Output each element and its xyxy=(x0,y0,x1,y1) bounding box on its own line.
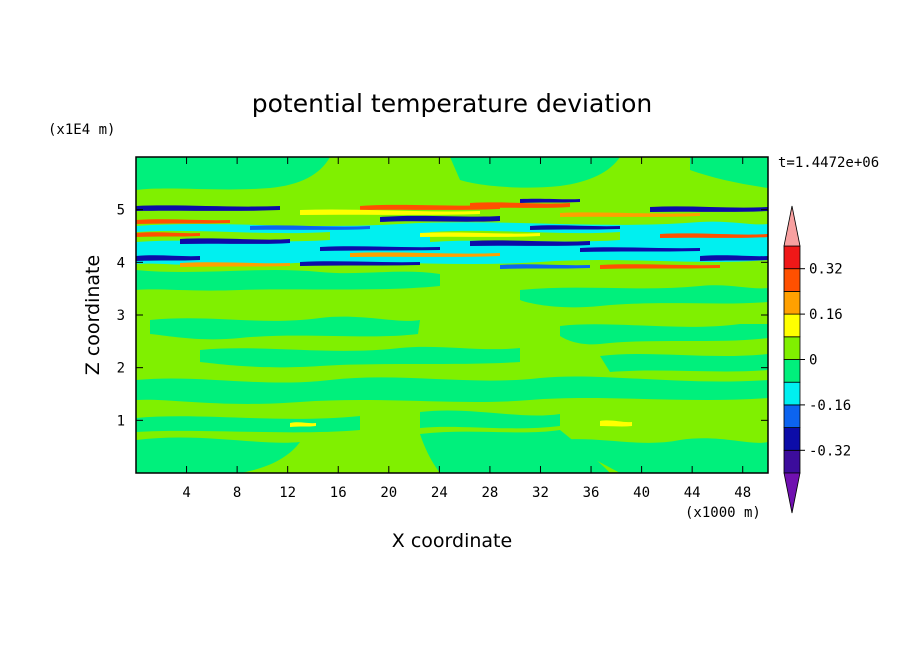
x-tick-label: 40 xyxy=(633,485,650,501)
y-tick-label: 3 xyxy=(117,308,125,324)
y-tick-label: 5 xyxy=(117,203,125,219)
x-axis-label: X coordinate xyxy=(392,530,512,552)
x-tick-label: 32 xyxy=(532,485,549,501)
colorbar-segment xyxy=(783,449,801,474)
colorbar-segment xyxy=(783,381,801,406)
colorbar-tick-label: 0 xyxy=(809,353,817,369)
colorbar-segment xyxy=(783,427,801,451)
colorbar-tick-label: -0.32 xyxy=(809,443,851,459)
y-axis: 1 2 3 4 5 xyxy=(117,203,768,429)
x-tick-label: 20 xyxy=(380,485,397,501)
x-tick-label: 48 xyxy=(734,485,751,501)
x-tick-label: 24 xyxy=(431,485,448,501)
time-label: t=1.4472e+06 xyxy=(778,155,879,171)
colorbar-segment xyxy=(783,313,801,338)
x-tick-label: 16 xyxy=(330,485,347,501)
x-tick-label: 28 xyxy=(481,485,498,501)
colorbar-tick-label: 0.16 xyxy=(809,307,843,323)
y-unit-label: (x1E4 m) xyxy=(48,122,115,138)
colorbar-segment xyxy=(783,268,801,292)
x-unit-label: (x1000 m) xyxy=(685,505,761,521)
x-axis: 4 8 12 16 20 24 28 32 36 40 44 48 xyxy=(182,157,751,501)
colorbar-extend-min xyxy=(783,472,801,514)
colorbar-segment xyxy=(783,336,801,360)
colorbar-segment xyxy=(783,404,801,428)
colorbar-extend-max xyxy=(783,205,801,247)
colorbar-tick-label: 0.32 xyxy=(809,262,843,278)
contour-field xyxy=(136,157,768,473)
colorbar-segment xyxy=(783,290,801,315)
colorbar: 0.32 0.16 0 -0.16 -0.32 xyxy=(783,205,851,514)
y-tick-label: 4 xyxy=(117,255,125,271)
x-tick-label: 12 xyxy=(279,485,296,501)
x-tick-label: 36 xyxy=(583,485,600,501)
y-tick-label: 2 xyxy=(117,361,125,377)
colorbar-segment xyxy=(783,359,801,383)
x-tick-label: 8 xyxy=(233,485,241,501)
y-tick-label: 1 xyxy=(117,413,125,429)
colorbar-tick-label: -0.16 xyxy=(809,398,851,414)
x-tick-label: 44 xyxy=(684,485,701,501)
x-tick-label: 4 xyxy=(182,485,190,501)
chart-title: potential temperature deviation xyxy=(252,89,652,118)
y-axis-label: Z coordinate xyxy=(82,255,104,375)
colorbar-segment xyxy=(783,245,801,270)
